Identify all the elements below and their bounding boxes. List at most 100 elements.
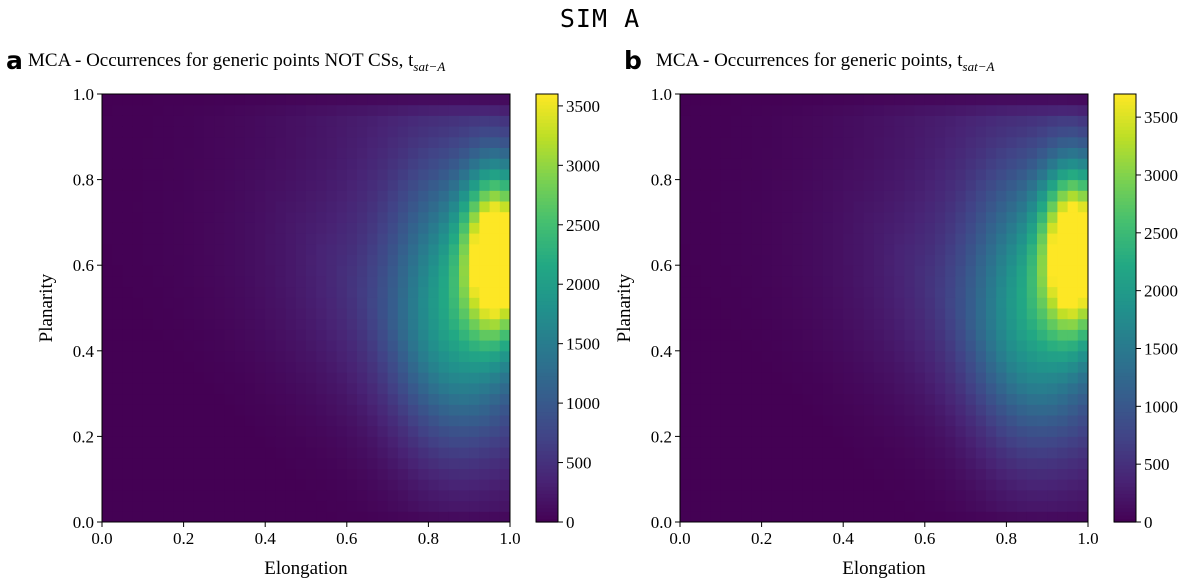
heatmap-cell xyxy=(163,254,174,266)
heatmap-cell xyxy=(731,201,742,213)
heatmap-cell xyxy=(965,457,977,469)
heatmap-cell xyxy=(935,104,946,116)
heatmap-cell xyxy=(428,254,440,266)
heatmap-cell xyxy=(204,468,215,480)
heatmap-cell xyxy=(986,168,997,181)
heatmap-cell xyxy=(975,275,987,288)
heatmap-cell xyxy=(843,511,854,523)
heatmap-cell xyxy=(224,425,236,437)
heatmap-cell xyxy=(945,361,956,373)
heatmap-cell xyxy=(265,308,276,320)
heatmap-cell xyxy=(346,308,358,320)
heatmap-cell xyxy=(316,265,327,277)
heatmap-cell xyxy=(782,233,793,245)
x-tick-label: 1.0 xyxy=(499,529,520,548)
heatmap-cell xyxy=(741,168,752,181)
x-axis-label: Elongation xyxy=(264,558,348,579)
heatmap-cell xyxy=(387,511,399,523)
heatmap-cell xyxy=(700,393,712,405)
heatmap-cell xyxy=(295,126,307,138)
heatmap-cell xyxy=(336,104,348,116)
heatmap-cell xyxy=(193,415,205,427)
colorbar-segment xyxy=(1114,111,1136,116)
heatmap-cell xyxy=(193,500,205,512)
heatmap-cell xyxy=(986,468,997,480)
heatmap-cell xyxy=(306,179,317,191)
heatmap-cell xyxy=(326,308,338,320)
heatmap-cell xyxy=(326,382,338,395)
heatmap-cell xyxy=(346,372,358,384)
heatmap-cell xyxy=(234,179,246,191)
heatmap-cell xyxy=(244,340,256,352)
heatmap-cell xyxy=(1077,243,1089,255)
heatmap-cell xyxy=(710,136,722,148)
heatmap-cell xyxy=(275,126,287,138)
heatmap-cell xyxy=(214,265,225,277)
heatmap-cell xyxy=(448,329,460,341)
heatmap-cell xyxy=(469,265,480,277)
heatmap-cell xyxy=(224,104,236,116)
heatmap-cell xyxy=(489,158,501,170)
heatmap-cell xyxy=(873,382,885,395)
heatmap-cell xyxy=(377,158,389,170)
heatmap-cell xyxy=(479,297,491,309)
heatmap-cell xyxy=(996,243,1007,255)
colorbar-segment xyxy=(536,322,558,327)
heatmap-cell xyxy=(802,361,814,373)
heatmap-cell xyxy=(153,372,164,384)
heatmap-cell xyxy=(336,350,348,362)
heatmap-cell xyxy=(438,489,450,502)
heatmap-cell xyxy=(720,286,732,298)
heatmap-cell xyxy=(975,94,987,106)
heatmap-cell xyxy=(792,115,803,127)
heatmap-cell xyxy=(163,147,174,159)
heatmap-cell xyxy=(153,329,164,341)
heatmap-cell xyxy=(853,94,865,106)
heatmap-cell xyxy=(710,168,722,181)
heatmap-cell xyxy=(204,179,215,191)
heatmap-cell xyxy=(873,372,885,384)
heatmap-cell xyxy=(112,104,123,116)
heatmap-cell xyxy=(924,104,936,116)
heatmap-cell xyxy=(183,147,195,159)
heatmap-cell xyxy=(204,361,215,373)
heatmap-cell xyxy=(986,404,997,416)
heatmap-cell xyxy=(132,265,144,277)
colorbar-segment xyxy=(1114,365,1136,370)
heatmap-cell xyxy=(1067,297,1079,309)
heatmap-cell xyxy=(710,104,722,116)
heatmap-cell xyxy=(904,179,916,191)
heatmap-cell xyxy=(499,275,511,288)
colorbar-segment xyxy=(1114,457,1136,462)
heatmap-cell xyxy=(1067,447,1079,459)
heatmap-cell xyxy=(935,233,946,245)
heatmap-cell xyxy=(935,265,946,277)
heatmap-cell xyxy=(336,275,348,288)
heatmap-cell xyxy=(489,308,501,320)
heatmap-cell xyxy=(1067,190,1079,202)
heatmap-cell xyxy=(316,361,327,373)
heatmap-cell xyxy=(306,340,317,352)
heatmap-cell xyxy=(438,447,450,459)
heatmap-cell xyxy=(142,158,154,170)
heatmap-cell xyxy=(1067,457,1079,469)
colorbar-tick-label: 3000 xyxy=(1144,166,1178,185)
heatmap-cell xyxy=(1016,147,1028,159)
colorbar-segment xyxy=(536,404,558,409)
heatmap-cell xyxy=(996,201,1007,213)
heatmap-cell xyxy=(428,500,440,512)
heatmap-cell xyxy=(965,104,977,116)
heatmap-cell xyxy=(700,479,712,491)
colorbar-segment xyxy=(1114,350,1136,355)
heatmap-cell xyxy=(802,511,814,523)
heatmap-cell xyxy=(255,447,266,459)
heatmap-cell xyxy=(295,168,307,181)
heatmap-cell xyxy=(418,190,429,202)
heatmap-cell xyxy=(1006,168,1018,181)
heatmap-cell xyxy=(802,158,814,170)
colorbar-segment xyxy=(1114,382,1136,388)
heatmap-cell xyxy=(357,308,368,320)
heatmap-cell xyxy=(193,372,205,384)
heatmap-cell xyxy=(884,94,895,106)
heatmap-cell xyxy=(741,489,752,502)
